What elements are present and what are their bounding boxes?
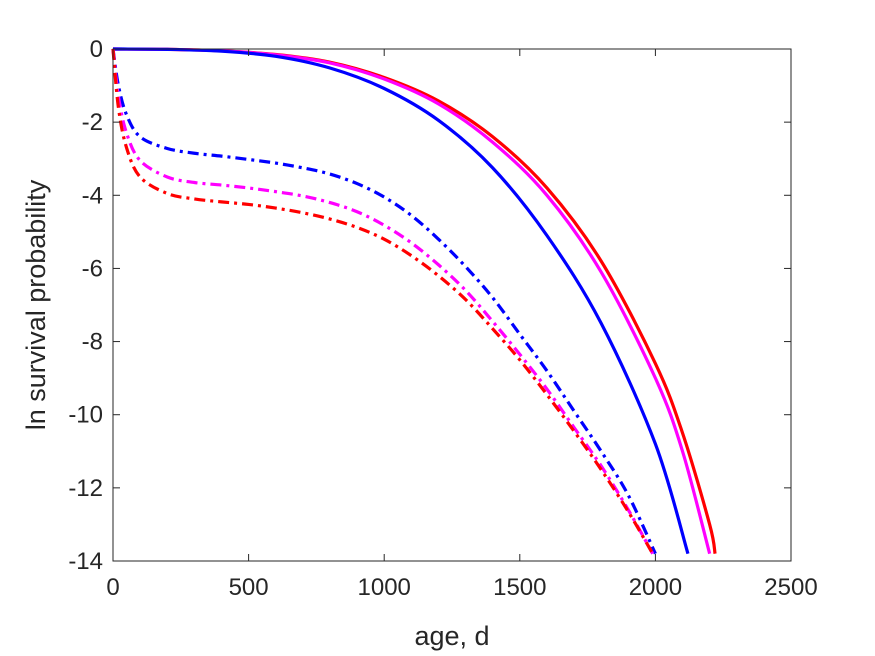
y-tick-label: -2 bbox=[82, 109, 103, 136]
series-line-3 bbox=[112, 47, 690, 555]
x-tick-label: 0 bbox=[106, 574, 119, 601]
series-line-5 bbox=[111, 48, 655, 555]
plot-background bbox=[113, 49, 791, 561]
y-tick-label: 0 bbox=[90, 36, 103, 63]
y-tick-label: -6 bbox=[82, 255, 103, 282]
y-axis-title: ln survival probability bbox=[21, 179, 51, 430]
y-tick-label: -14 bbox=[68, 548, 103, 575]
y-tick-label: -12 bbox=[68, 475, 103, 502]
x-tick-label: 500 bbox=[229, 574, 269, 601]
x-tick-label: 1000 bbox=[358, 574, 411, 601]
tick-layer: 0 500 1000 1500 2000 2500 0 -2 -4 -6 -8 -10 -12 -14 bbox=[68, 36, 817, 601]
y-tick-label: -4 bbox=[82, 182, 103, 209]
x-tick-label: 2500 bbox=[764, 574, 817, 601]
plot-frame bbox=[112, 48, 792, 562]
x-tick-label: 1500 bbox=[493, 574, 546, 601]
series-line-4 bbox=[111, 48, 657, 555]
y-tick-label: -8 bbox=[82, 329, 103, 356]
y-tick-label: -10 bbox=[68, 402, 103, 429]
series-line-6 bbox=[111, 48, 655, 555]
x-axis-title: age, d bbox=[414, 621, 489, 651]
series-layer bbox=[111, 47, 717, 555]
x-tick-label: 2000 bbox=[629, 574, 682, 601]
